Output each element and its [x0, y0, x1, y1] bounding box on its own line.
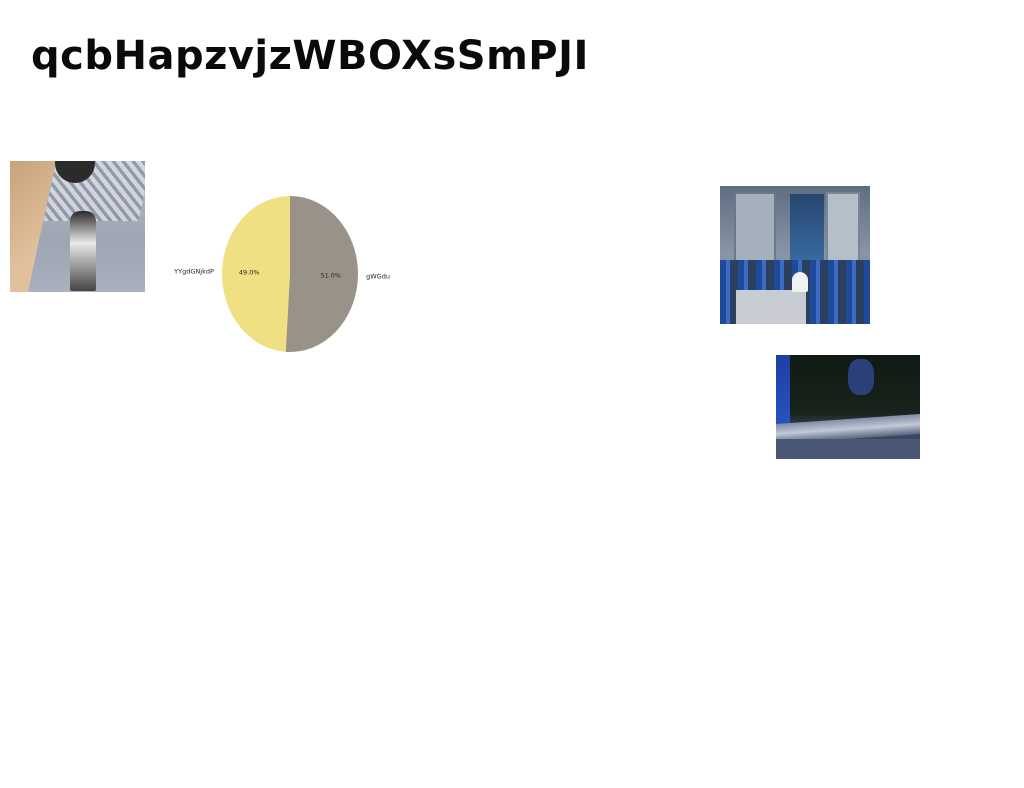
pie-slice-gWGdu: [285, 196, 358, 352]
building-facade-photo: [10, 161, 145, 292]
page-title: qcbHapzvjzWBOXsSmPJI: [31, 33, 589, 79]
pie-chart-svg: 49.0% YYgdGNjkdP 51.0% gWGdu: [173, 196, 390, 352]
aerial-coast-photo: [776, 355, 920, 459]
dining-room-photo: [720, 186, 870, 324]
pie-category-label: YYgdGNjkdP: [173, 267, 214, 275]
pie-percent-label: 51.0%: [320, 271, 341, 279]
pie-slice-YYgdGNjkdP: [221, 196, 290, 352]
pie-percent-label: 49.0%: [239, 269, 260, 277]
pie-chart: 49.0% YYgdGNjkdP 51.0% gWGdu: [173, 180, 430, 370]
pie-category-label: gWGdu: [366, 273, 390, 281]
